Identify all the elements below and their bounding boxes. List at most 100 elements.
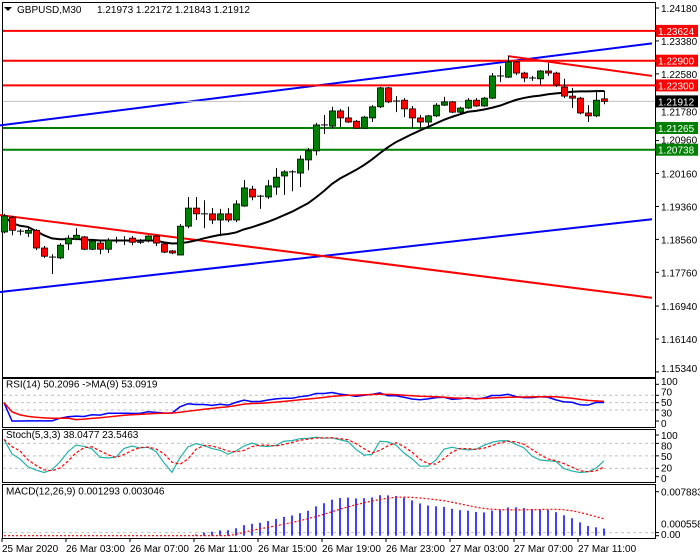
candle[interactable]	[377, 87, 384, 109]
price-tick-label: 1.16940	[661, 302, 698, 313]
candle[interactable]	[65, 235, 72, 251]
candle[interactable]	[145, 235, 152, 243]
candle[interactable]	[17, 229, 24, 236]
candle[interactable]	[137, 238, 144, 244]
candle[interactable]	[361, 115, 368, 129]
time-label: 26 Mar 19:00	[322, 544, 381, 555]
candle[interactable]	[529, 75, 536, 81]
candle[interactable]	[193, 196, 200, 221]
candle[interactable]	[329, 106, 336, 129]
candle[interactable]	[281, 170, 288, 195]
candle[interactable]	[593, 89, 600, 118]
candle[interactable]	[465, 98, 472, 109]
candle[interactable]	[113, 236, 120, 244]
price-panel[interactable]: 1.24180 1.23380 1.22580 1.21780 1.20960 1.201…	[0, 2, 698, 539]
bull-candle-body	[145, 235, 152, 241]
candle[interactable]	[313, 122, 320, 156]
bull-candle-body	[329, 110, 336, 127]
resistance-trendline[interactable]	[0, 214, 653, 299]
candle[interactable]	[9, 215, 16, 236]
candle[interactable]	[337, 108, 344, 127]
candle[interactable]	[105, 238, 112, 253]
candle[interactable]	[585, 105, 592, 123]
candle[interactable]	[97, 241, 104, 255]
chart-header: GBPUSD,M30 1.21973 1.22172 1.21843 1.219…	[4, 5, 250, 16]
candle[interactable]	[177, 224, 184, 256]
bull-candle-body	[369, 106, 376, 119]
candle[interactable]	[577, 96, 584, 115]
candle[interactable]	[73, 228, 80, 241]
candle[interactable]	[473, 98, 480, 107]
candle[interactable]	[185, 196, 192, 229]
candle[interactable]	[521, 71, 528, 83]
candle[interactable]	[353, 119, 360, 129]
candle[interactable]	[153, 235, 160, 246]
candle[interactable]	[449, 101, 456, 113]
candle[interactable]	[417, 115, 424, 129]
candle[interactable]	[305, 147, 312, 171]
candle[interactable]	[457, 106, 464, 115]
candle[interactable]	[545, 63, 552, 76]
candle[interactable]	[561, 78, 568, 99]
candle[interactable]	[553, 71, 560, 88]
candle[interactable]	[161, 243, 168, 253]
candle[interactable]	[121, 236, 128, 246]
candle[interactable]	[433, 103, 440, 118]
bear-candle-body	[337, 110, 344, 119]
channel-trendline[interactable]	[0, 42, 653, 127]
candle[interactable]	[441, 96, 448, 106]
candle[interactable]	[265, 180, 272, 200]
level-price-label: 1.22300	[658, 81, 695, 92]
candle[interactable]	[345, 106, 352, 123]
candle[interactable]	[497, 66, 504, 83]
candle[interactable]	[401, 98, 408, 118]
candle[interactable]	[129, 236, 136, 246]
candle[interactable]	[57, 243, 64, 260]
candle[interactable]	[481, 96, 488, 107]
candle[interactable]	[569, 87, 576, 109]
candle[interactable]	[273, 168, 280, 195]
candle[interactable]	[209, 208, 216, 225]
candle[interactable]	[409, 105, 416, 129]
bear-candle-body	[345, 117, 352, 123]
candle[interactable]	[41, 245, 48, 258]
candle[interactable]	[49, 254, 56, 274]
candle[interactable]	[249, 185, 256, 201]
candle[interactable]	[217, 208, 224, 237]
candle[interactable]	[505, 56, 512, 78]
candle[interactable]	[81, 236, 88, 251]
dropdown-triangle-icon[interactable]	[4, 7, 12, 11]
candle[interactable]	[89, 238, 96, 251]
candle[interactable]	[225, 208, 232, 223]
candle[interactable]	[289, 170, 296, 192]
candle[interactable]	[233, 200, 240, 223]
candle[interactable]	[321, 115, 328, 134]
candle[interactable]	[513, 61, 520, 76]
candle[interactable]	[601, 90, 608, 105]
candle[interactable]	[1, 213, 8, 234]
candle[interactable]	[201, 200, 208, 229]
bear-candle-body	[249, 188, 256, 198]
time-label: 25 Mar 2020	[2, 544, 59, 555]
bear-candle-body	[545, 70, 552, 74]
candle[interactable]	[425, 115, 432, 129]
candle[interactable]	[489, 73, 496, 99]
candle[interactable]	[537, 70, 544, 85]
candle[interactable]	[169, 250, 176, 255]
candle[interactable]	[393, 96, 400, 113]
candle[interactable]	[369, 105, 376, 123]
candle[interactable]	[297, 155, 304, 188]
candle[interactable]	[241, 180, 248, 207]
candle[interactable]	[33, 229, 40, 251]
resistance-trendline[interactable]	[507, 55, 653, 77]
candle[interactable]	[257, 194, 264, 209]
bear-candle-body	[9, 216, 16, 231]
candle[interactable]	[385, 87, 392, 104]
current-price-label: 1.21912	[658, 97, 695, 108]
bull-candle-body	[265, 185, 272, 198]
candle[interactable]	[25, 228, 32, 237]
